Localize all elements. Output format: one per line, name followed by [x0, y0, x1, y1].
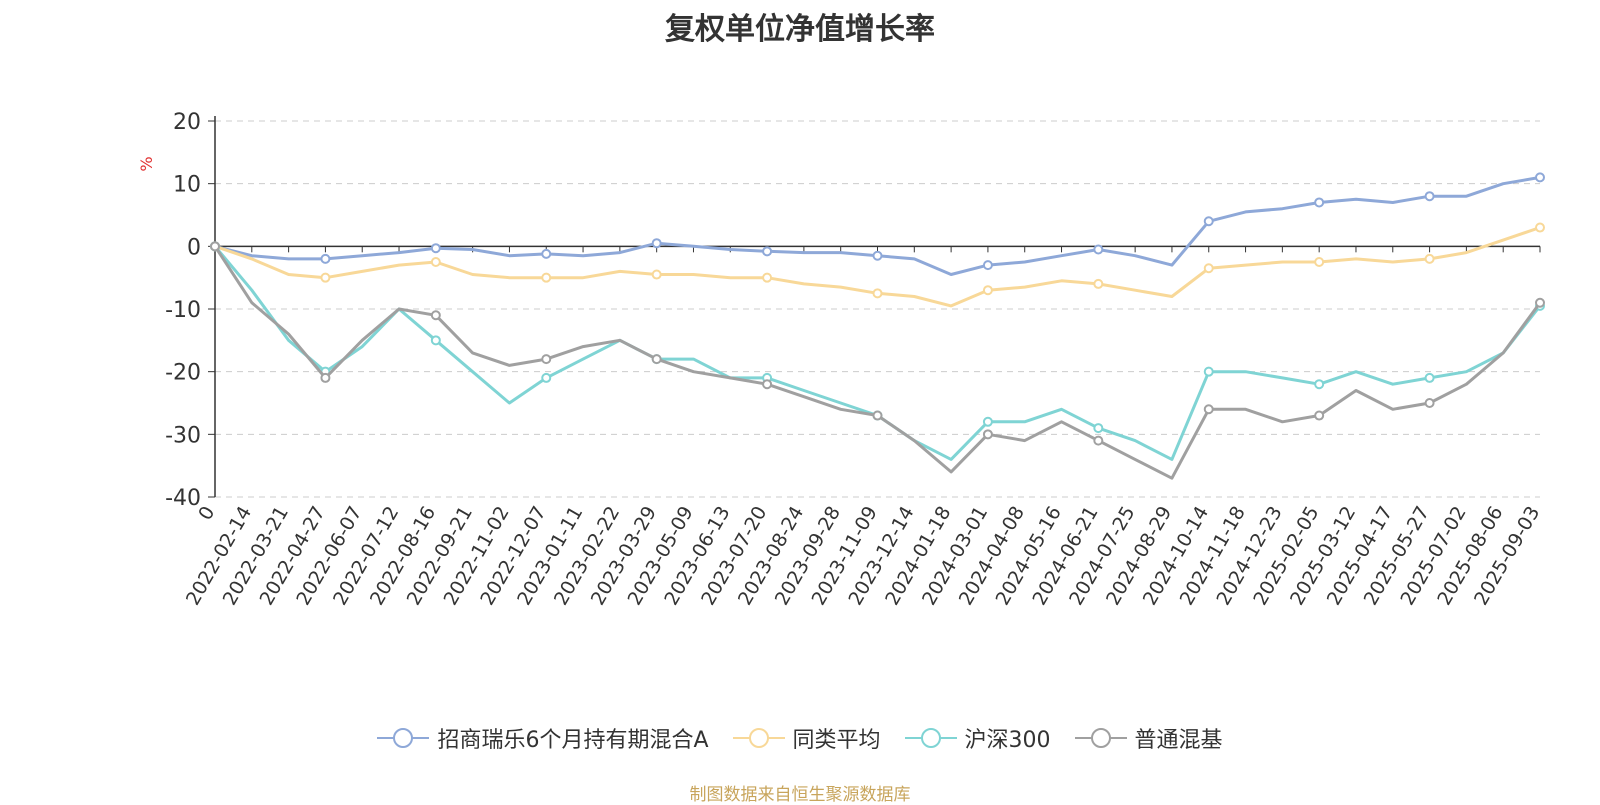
legend-label: 普通混基: [1134, 728, 1223, 753]
data-point: [651, 269, 662, 280]
data-point: [651, 238, 662, 249]
data-point: [1535, 172, 1545, 183]
data-point: [651, 354, 662, 365]
data-point: [872, 250, 883, 261]
data-point: [430, 310, 441, 321]
legend-symbol: [732, 728, 785, 748]
data-point: [1314, 197, 1325, 208]
legend-symbol: [377, 728, 430, 748]
data-point: [1314, 379, 1325, 390]
grid-lines: [215, 120, 1540, 498]
y-tick-label: 10: [173, 173, 201, 198]
data-point: [982, 260, 993, 271]
y-axis-label: %: [137, 156, 156, 171]
legend-item-3[interactable]: 沪深300: [904, 722, 1051, 754]
series-line-3: [213, 245, 1542, 461]
data-point: [762, 379, 773, 390]
legend-item-2[interactable]: 同类平均: [732, 722, 881, 754]
data-point: [982, 285, 993, 296]
data-point: [1093, 278, 1104, 289]
data-point: [982, 416, 993, 427]
y-tick-label: -40: [165, 486, 201, 511]
legend-label: 沪深300: [964, 728, 1051, 753]
data-point: [320, 372, 331, 383]
data-point: [430, 243, 441, 254]
legend: 招商瑞乐6个月持有期混合A 同类平均 沪深300 普通混基: [0, 722, 1600, 754]
y-tick-label: 0: [187, 235, 201, 260]
data-point: [1314, 410, 1325, 421]
data-point: [1424, 191, 1435, 202]
legend-label: 同类平均: [792, 728, 881, 753]
legend-item-1[interactable]: 招商瑞乐6个月持有期混合A: [377, 722, 709, 754]
source-footer: 制图数据来自恒生聚源数据库: [689, 785, 911, 805]
data-point: [1203, 216, 1214, 227]
legend-item-4[interactable]: 普通混基: [1074, 722, 1223, 754]
data-point: [1424, 253, 1435, 264]
y-axis: -40 -30 -20 -10 0 10 20: [165, 110, 216, 511]
data-point: [541, 372, 552, 383]
legend-label: 招商瑞乐6个月持有期混合A: [437, 728, 709, 753]
data-point: [1424, 398, 1435, 408]
data-point: [320, 272, 331, 283]
data-point: [210, 241, 220, 252]
data-point: [1535, 297, 1545, 308]
legend-symbol: [1074, 728, 1127, 748]
y-tick-label: -10: [165, 298, 201, 323]
y-tick-label: 20: [173, 110, 201, 135]
data-point: [872, 410, 883, 421]
legend-symbol: [904, 728, 957, 748]
data-point: [762, 246, 773, 257]
data-point: [762, 272, 773, 283]
data-point: [541, 354, 552, 365]
data-point: [1203, 366, 1214, 377]
data-point: [872, 288, 883, 299]
data-point: [1203, 263, 1214, 274]
data-point: [1093, 423, 1104, 434]
data-point: [1093, 435, 1104, 446]
data-point: [982, 429, 993, 440]
data-point: [1535, 222, 1545, 233]
data-point: [1424, 372, 1435, 383]
data-point: [430, 257, 441, 267]
series-line-4: [213, 245, 1542, 480]
x-axis: 02022-02-142022-03-212022-04-272022-06-0…: [182, 245, 1544, 609]
data-point: [1203, 404, 1214, 415]
data-point: [430, 335, 441, 346]
chart-title: 复权单位净值增长率: [665, 12, 935, 47]
y-tick-label: -20: [165, 361, 201, 386]
data-point: [320, 253, 331, 264]
x-tick-label: 0: [194, 503, 219, 524]
series-layer: [210, 172, 1545, 480]
data-point: [541, 248, 552, 259]
data-point: [1093, 244, 1104, 255]
y-tick-label: -30: [165, 423, 201, 448]
data-point: [541, 272, 552, 283]
data-point: [1314, 257, 1325, 267]
